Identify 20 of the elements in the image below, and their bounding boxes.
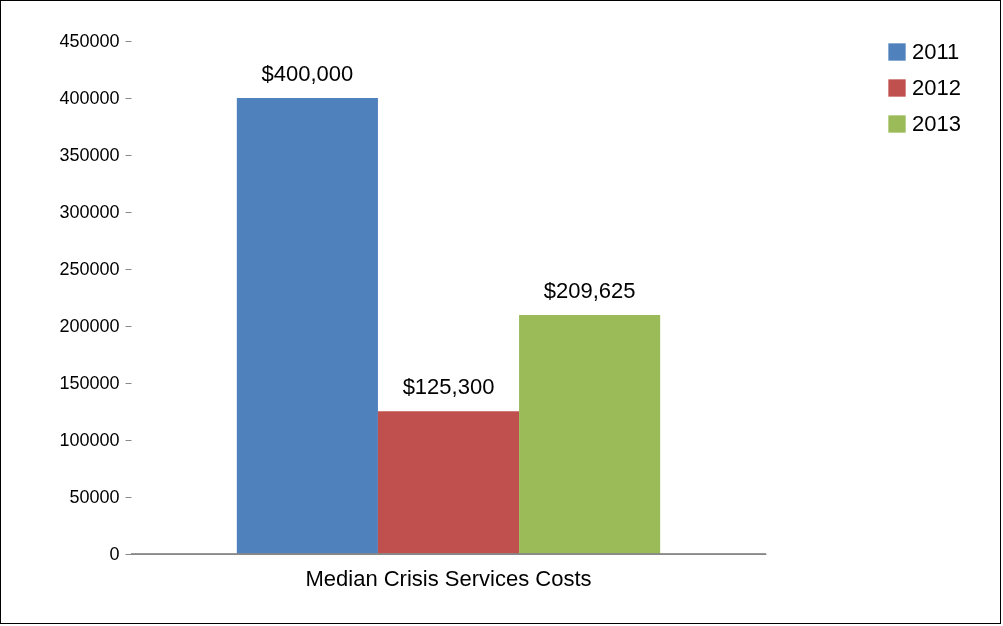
- y-tick-label: 150000: [59, 372, 120, 393]
- bar: [377, 411, 520, 554]
- y-tick-label: 50000: [69, 486, 120, 507]
- data-label: $400,000: [261, 61, 354, 86]
- bar: [236, 98, 378, 554]
- data-label: $209,625: [543, 278, 636, 304]
- legend-label: 2012: [912, 75, 961, 100]
- bar: [519, 315, 661, 554]
- y-tick-label: 350000: [59, 144, 120, 165]
- y-tick-label: 300000: [59, 201, 120, 222]
- y-tick-label: 100000: [59, 429, 120, 450]
- data-label: $125,300: [402, 374, 495, 400]
- y-tick-label: 0: [109, 543, 120, 564]
- legend-label: 2011: [912, 39, 960, 64]
- y-tick-label: 400000: [59, 87, 120, 108]
- y-tick-label: 450000: [59, 30, 120, 51]
- y-tick-label: 200000: [59, 315, 120, 336]
- x-tick-label: Median Crisis Services Costs: [305, 565, 592, 591]
- legend-label: 2013: [912, 111, 961, 136]
- y-tick-label: 250000: [59, 258, 120, 279]
